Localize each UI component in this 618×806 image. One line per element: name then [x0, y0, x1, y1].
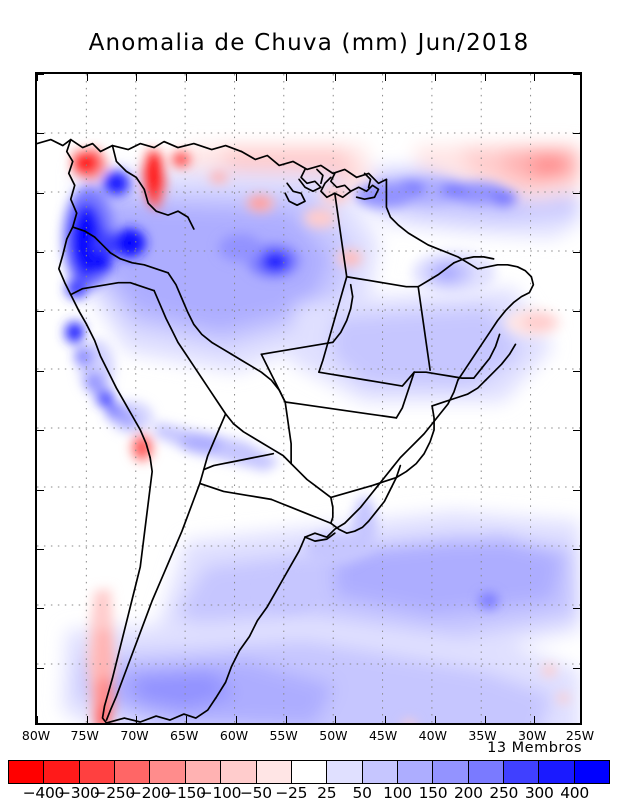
y-tick-mark: [37, 74, 44, 75]
colorbar-cell: [433, 761, 469, 783]
x-axis-label: 55W: [269, 728, 298, 743]
colorbar-cell: [185, 761, 222, 783]
x-axis-label: 35W: [468, 728, 497, 743]
y-tick-mark-right: [573, 548, 580, 550]
x-axis-label: 50W: [319, 728, 348, 743]
y-tick-mark-right: [573, 252, 580, 254]
y-tick-mark: [37, 311, 44, 313]
y-tick-mark: [37, 430, 44, 432]
x-tick-mark: [434, 716, 436, 723]
y-tick-mark-right: [573, 133, 580, 135]
colorbar-cell: [397, 761, 434, 783]
x-tick-mark: [37, 716, 38, 723]
members-note: 13 Membros: [487, 740, 582, 756]
x-tick-mark-top: [37, 74, 38, 81]
colorbar-tick: −50: [239, 784, 272, 802]
y-tick-mark: [37, 608, 44, 610]
colorbar-tick: 150: [418, 784, 448, 802]
colorbar-tick: 250: [489, 784, 519, 802]
y-tick-mark-right: [573, 311, 580, 313]
colorbar-tick: −250: [93, 784, 136, 802]
colorbar-tick: −100: [199, 784, 242, 802]
y-tick-mark-right: [573, 608, 580, 610]
y-tick-mark: [37, 252, 44, 254]
colorbar-tick: −25: [275, 784, 308, 802]
x-axis-label: 70W: [120, 728, 149, 743]
y-tick-mark: [37, 133, 44, 135]
y-tick-mark-right: [573, 370, 580, 372]
colorbar-cell: [115, 761, 151, 783]
y-tick-mark-right: [573, 74, 580, 75]
colorbar-tick: −400: [22, 784, 65, 802]
colorbar-cell: [291, 761, 328, 783]
x-axis-label: 80W: [21, 728, 51, 743]
colorbar-cell: [504, 761, 540, 783]
colorbar-cell: [150, 761, 186, 783]
x-tick-mark: [86, 716, 88, 723]
colorbar-tick: 25: [317, 784, 337, 802]
colorbar-cell: [327, 761, 363, 783]
x-tick-mark: [534, 716, 536, 723]
x-axis-label: 75W: [70, 728, 99, 743]
y-tick-mark: [37, 192, 44, 194]
page-title: Anomalia de Chuva (mm) Jun/2018: [88, 30, 530, 56]
colorbar-cell: [9, 761, 45, 783]
x-tick-mark-top: [235, 74, 237, 81]
x-tick-mark: [335, 716, 337, 723]
x-tick-mark: [385, 716, 387, 723]
x-tick-mark: [285, 716, 287, 723]
colorbar-tick: −150: [164, 784, 206, 802]
colorbar-cell: [539, 761, 575, 783]
x-axis-label: 40W: [418, 728, 447, 743]
x-axis-label: 45W: [368, 728, 398, 743]
y-tick-mark: [37, 667, 44, 669]
map-plot-area: [35, 72, 582, 725]
x-tick-mark-top: [484, 74, 486, 81]
x-axis-label: 60W: [219, 728, 249, 743]
colorbar-cell: [79, 761, 116, 783]
colorbar-tick: 400: [560, 784, 589, 802]
x-tick-mark-top: [285, 74, 287, 81]
x-tick-mark: [235, 716, 237, 723]
colorbar-cell: [256, 761, 292, 783]
x-axis-label: 25W: [565, 728, 595, 743]
colorbar-tick: 100: [383, 784, 412, 802]
x-tick-mark-top: [434, 74, 436, 81]
x-tick-mark-top: [186, 74, 188, 81]
colorbar-cell: [44, 761, 80, 783]
colorbar-cell: [362, 761, 398, 783]
colorbar-cell: [574, 761, 610, 783]
colorbar-tick: 300: [524, 784, 554, 802]
y-tick-mark: [37, 489, 44, 491]
x-tick-mark-top: [136, 74, 138, 81]
y-tick-mark-right: [573, 192, 580, 194]
x-tick-mark-top: [534, 74, 536, 81]
x-axis-label: 30W: [518, 728, 547, 743]
x-axis-label: 65W: [170, 728, 199, 743]
colorbar-tick: 200: [454, 784, 483, 802]
anomaly-field: [37, 74, 580, 723]
x-tick-mark-top: [86, 74, 88, 81]
colorbar-cell: [468, 761, 505, 783]
colorbar-tick: −300: [58, 784, 100, 802]
y-tick-mark: [37, 370, 44, 372]
colorbar-cell: [221, 761, 257, 783]
colorbar: [8, 760, 610, 784]
x-tick-mark: [136, 716, 138, 723]
x-tick-mark: [186, 716, 188, 723]
x-tick-mark-top: [385, 74, 387, 81]
x-tick-mark: [484, 716, 486, 723]
y-tick-mark-right: [573, 667, 580, 669]
colorbar-tick: 50: [352, 784, 372, 802]
y-tick-mark: [37, 548, 44, 550]
x-tick-mark-top: [335, 74, 337, 81]
y-tick-mark-right: [573, 430, 580, 432]
colorbar-tick: −200: [128, 784, 171, 802]
y-tick-mark-right: [573, 489, 580, 491]
colorbar-tick-labels: −400 −300 −250 −200 −150 −100 −50 −25 25 50 100 150…: [8, 784, 610, 806]
